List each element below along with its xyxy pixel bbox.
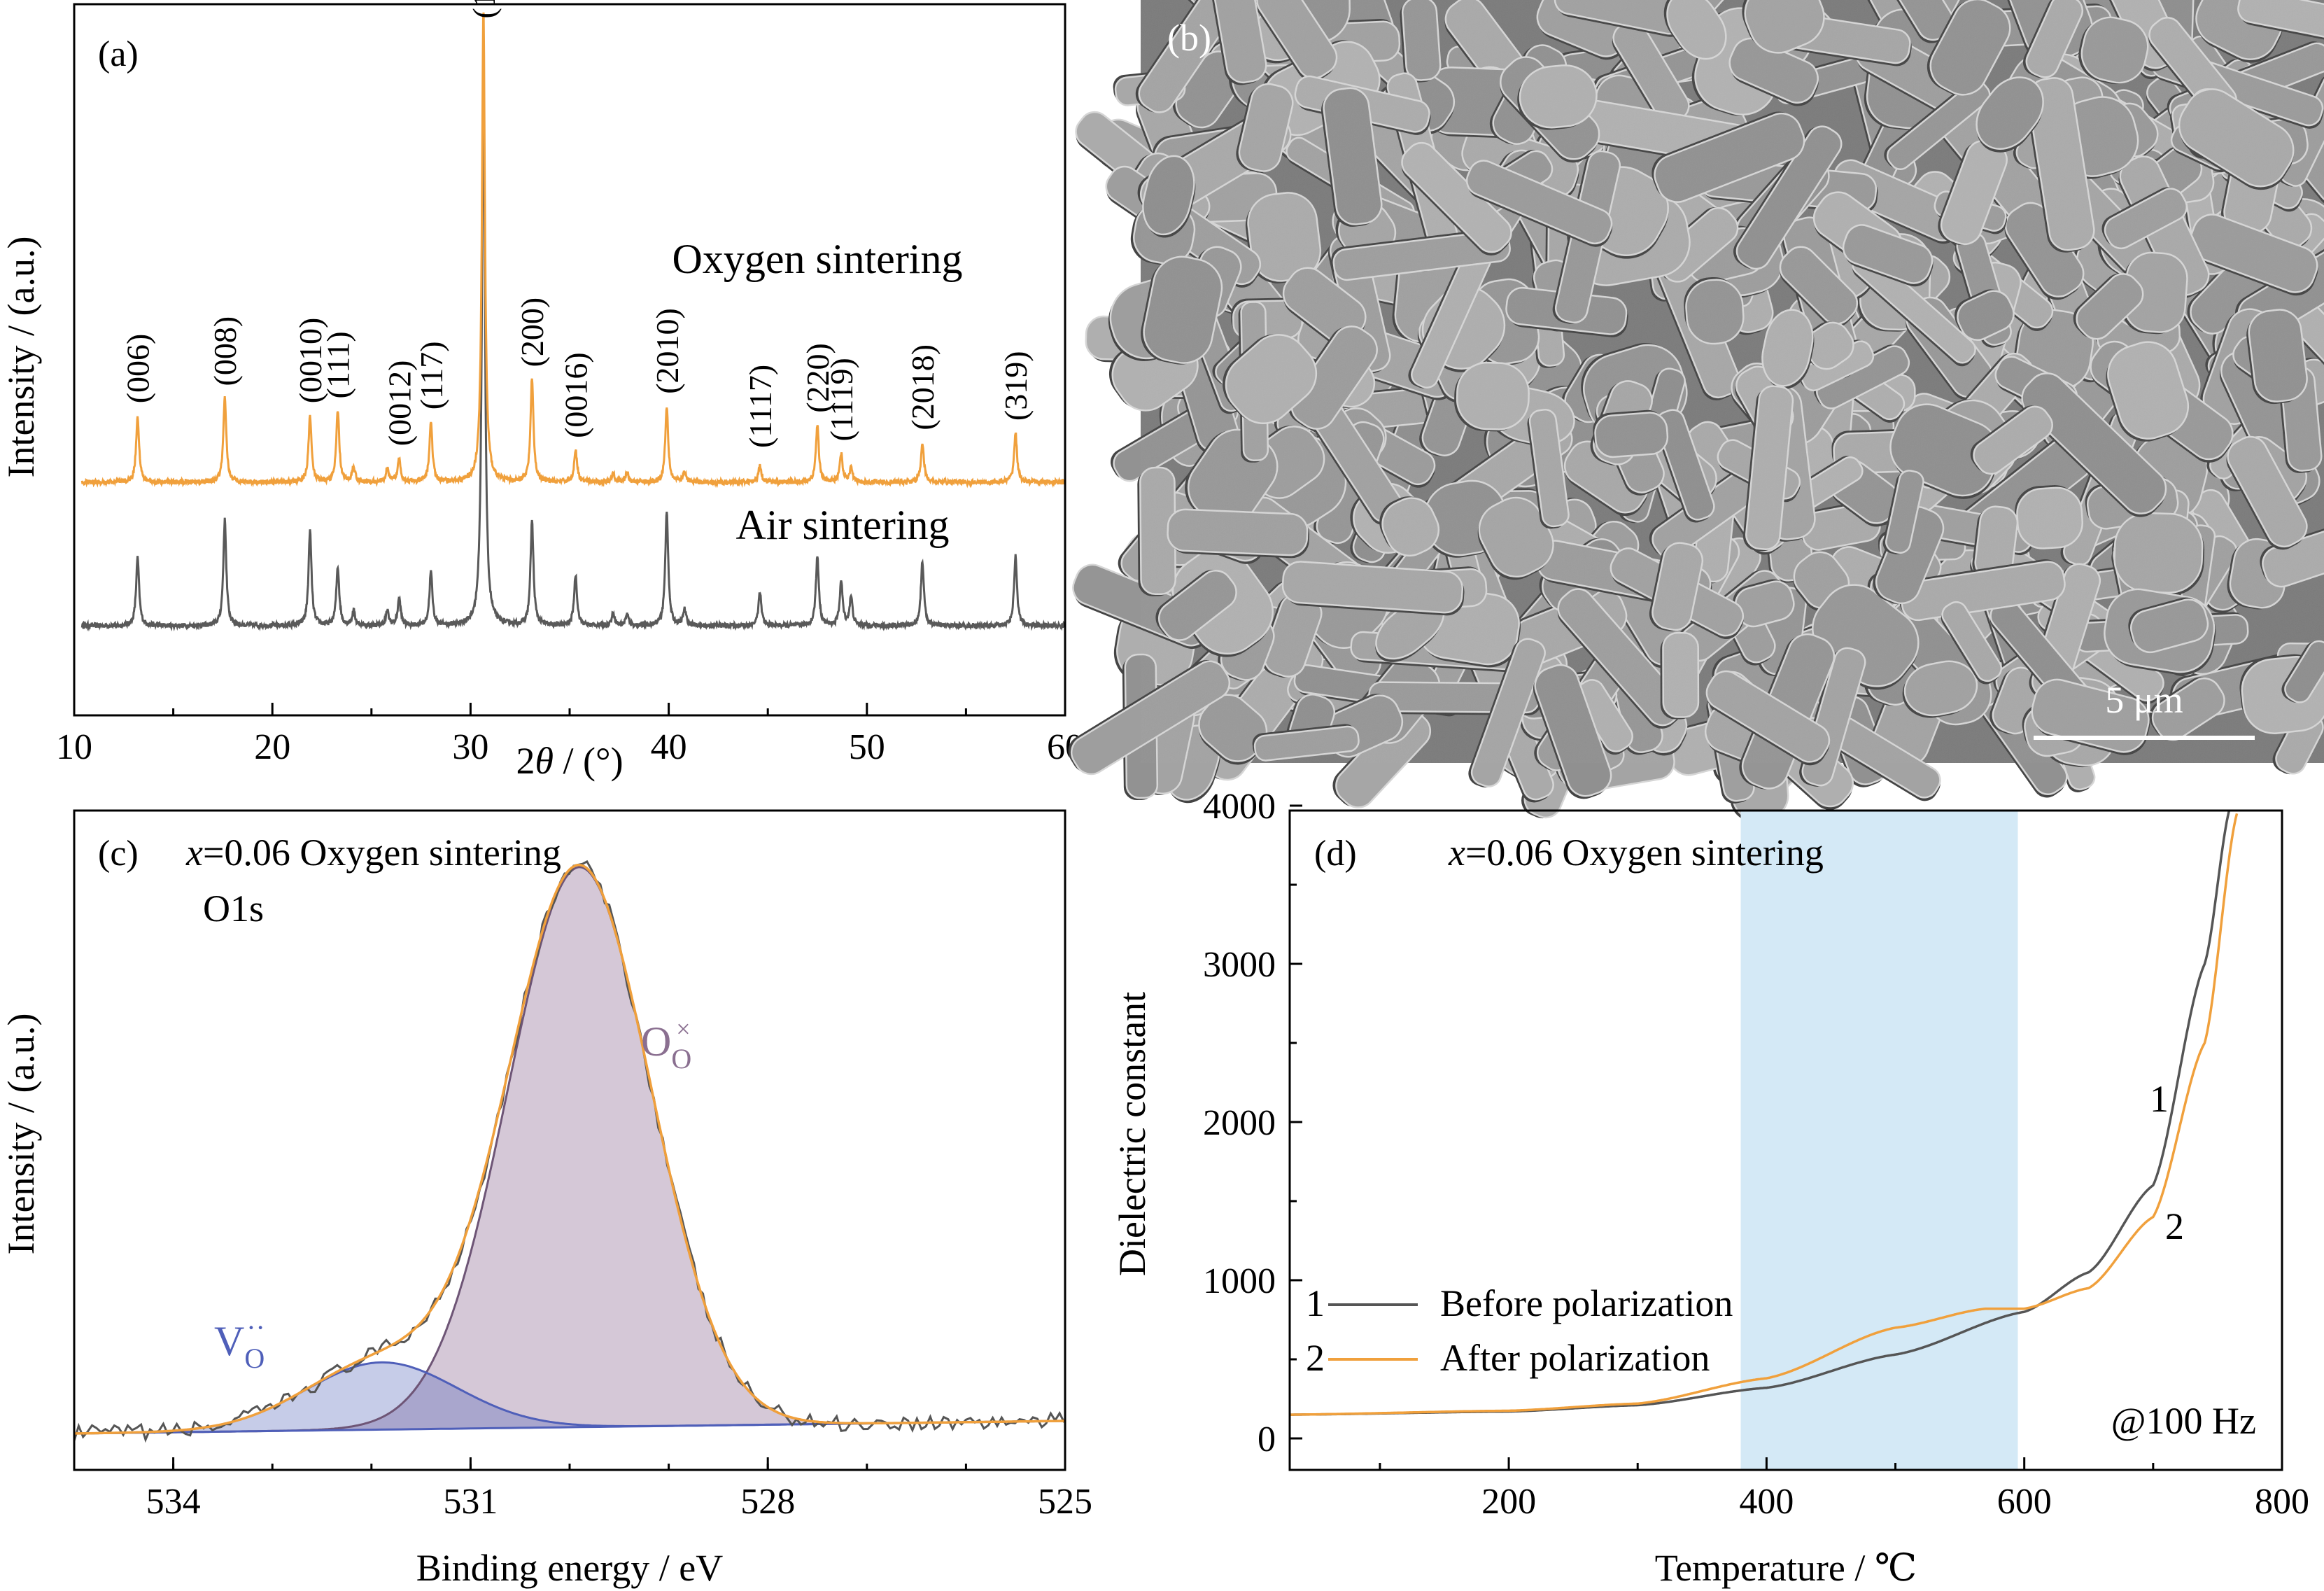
peak-label: (220) [800, 343, 836, 413]
panel-c-xtick-label: 531 [443, 1482, 498, 1522]
panel-c-subtitle: O1s [203, 888, 264, 930]
panel-b-sem: (b) 5 μm [1068, 0, 2324, 822]
panel-a-xtick-label: 20 [254, 727, 290, 767]
panel-a-label: (a) [98, 34, 139, 74]
panel-a-xtick-label: 30 [452, 727, 488, 767]
panel-d-xlabel: Temperature / ℃ [1655, 1547, 1917, 1589]
legend: 1 Before polarization 2 After polarizati… [1306, 1282, 1733, 1379]
peak-label: (2018) [905, 344, 941, 430]
peak-label: (111) [321, 331, 356, 398]
panel-c-xlabel: Binding energy / eV [416, 1547, 723, 1589]
panel-c-label: (c) [98, 834, 139, 874]
peak-label: (0016) [558, 352, 594, 438]
air-sintering-trace [80, 61, 1065, 632]
panel-d-dielectric: 200 400 600 800 0 1000 2000 3000 4000 (d) x=0.06… [1111, 787, 2309, 1589]
air-sintering-label: Air sintering [736, 502, 950, 548]
panel-c-xps: 534 531 528 525 (c) x=0.06 Oxygen sintering… [0, 809, 1092, 1589]
panel-d-xtick-label: 400 [1739, 1482, 1794, 1522]
panel-d-ylabel: Dielectric constant [1111, 992, 1153, 1276]
peak-label: (1119) [824, 358, 859, 441]
panel-c-xtick-label: 525 [1038, 1482, 1092, 1522]
peak-label: (006) [120, 334, 156, 404]
peak-label: (2010) [649, 308, 685, 394]
highlight-region [1740, 811, 2018, 1470]
peak-label: (0010) [293, 318, 328, 404]
peak-label: (1117) [742, 365, 778, 448]
panel-d-ytick-label: 1000 [1203, 1261, 1276, 1301]
panel-d-xtick-label: 600 [1997, 1482, 2052, 1522]
lattice-oxygen-label: OO× [641, 1015, 691, 1074]
panel-d-ytick-label: 0 [1258, 1420, 1276, 1459]
panel-a-ylabel: Intensity / (a.u.) [0, 237, 42, 478]
panel-c-title: x=0.06 Oxygen sintering [185, 832, 561, 874]
sem-texture [1141, 0, 2324, 763]
xps-raw-trace [74, 860, 1065, 1443]
panel-c-ylabel: Intensity / (a.u.) [0, 1014, 42, 1255]
panel-c-xtick-label: 534 [146, 1482, 201, 1522]
panel-b-label: (b) [1167, 17, 1211, 59]
panel-d-frame [1288, 809, 2283, 1471]
vacancy-peak-label: VO·· [214, 1312, 265, 1374]
scale-bar-label: 5 μm [2105, 679, 2183, 721]
peak-label: (117) [414, 341, 449, 409]
panel-a-xrd: 10 20 30 40 50 60 (006) (008) (0010)(111) (0012)… [0, 0, 1083, 782]
vacancy-fill [74, 1362, 1065, 1434]
peak-label: (0012) [381, 360, 417, 447]
panel-d-ytick-label: 2000 [1203, 1103, 1276, 1143]
panel-d-title: x=0.06 Oxygen sintering [1448, 832, 1824, 874]
xps-envelope [74, 863, 1065, 1435]
panel-c-xtick-label: 528 [740, 1482, 795, 1522]
frequency-label: @100 Hz [2111, 1400, 2256, 1442]
after-polarization-curve [1290, 813, 2239, 1416]
panel-a-xlabel: 2θ / (°) [516, 740, 623, 782]
lattice-oxygen-fill [74, 867, 1065, 1434]
panel-a-xtick-label: 10 [56, 727, 92, 767]
legend-2-text: After polarization [1440, 1337, 1710, 1379]
panel-a-xtick-label: 40 [651, 727, 687, 767]
peak-label: (319) [998, 351, 1034, 421]
curve1-label: 1 [2150, 1078, 2169, 1120]
oxygen-sintering-trace [80, 12, 1065, 489]
panel-d-xtick-label: 200 [1481, 1482, 1536, 1522]
oxygen-sintering-label: Oxygen sintering [672, 236, 963, 282]
legend-1-number: 1 [1306, 1282, 1325, 1324]
legend-2-number: 2 [1306, 1337, 1325, 1379]
legend-1-text: Before polarization [1440, 1282, 1733, 1324]
panel-a-xtick-label: 50 [849, 727, 885, 767]
panel-d-label: (d) [1314, 834, 1357, 874]
peak-label: (119) [466, 0, 502, 19]
peak-label: (008) [207, 316, 243, 386]
curve2-label: 2 [2165, 1205, 2184, 1247]
panel-d-ytick-label: 3000 [1203, 945, 1276, 985]
panel-d-ytick-label: 4000 [1203, 787, 1276, 827]
peak-label: (200) [514, 297, 550, 367]
panel-d-xtick-label: 800 [2255, 1482, 2309, 1522]
